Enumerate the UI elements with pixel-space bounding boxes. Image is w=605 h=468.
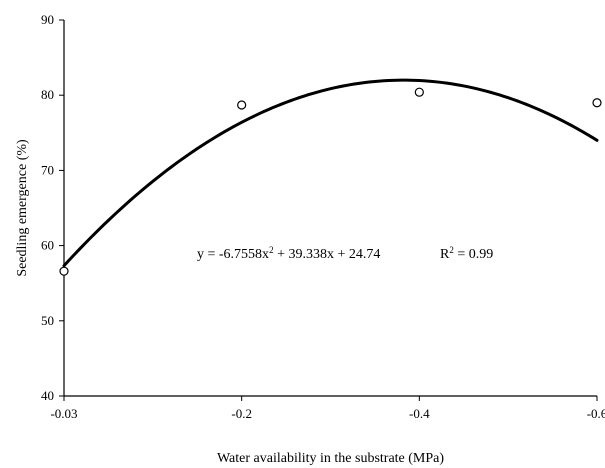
- data-point: [237, 100, 247, 110]
- data-point: [414, 87, 424, 97]
- data-points: [59, 87, 602, 276]
- regression-curve: [62, 78, 599, 268]
- data-point: [59, 266, 69, 276]
- tick-marks: [59, 19, 598, 401]
- x-tick-label: -0.2: [231, 406, 252, 421]
- y-axis-title: Seedling emergence (%): [15, 139, 30, 277]
- r-squared-label: R2 = 0.99: [440, 245, 493, 262]
- axes: [63, 20, 597, 397]
- y-tick-label: 70: [41, 162, 54, 177]
- x-tick-label: -0.6: [587, 406, 605, 421]
- y-tick-label: 40: [41, 388, 54, 403]
- data-point: [592, 98, 602, 108]
- regression-equation: y = -6.7558x2 + 39.338x + 24.74: [197, 245, 380, 262]
- y-tick-label: 80: [41, 87, 54, 102]
- fit-curve-layer: [62, 78, 599, 268]
- y-tick-label: 60: [41, 238, 54, 253]
- y-tick-label: 50: [41, 313, 54, 328]
- y-tick-label: 90: [41, 12, 54, 27]
- x-tick-label: -0.4: [409, 406, 430, 421]
- tick-labels: 40 50 60 70 80 90 -0.03 -0.2 -0.4 -0.6: [41, 12, 605, 421]
- x-axis-title: Water availability in the substrate (MPa…: [217, 451, 444, 466]
- x-tick-label: -0.03: [50, 406, 77, 421]
